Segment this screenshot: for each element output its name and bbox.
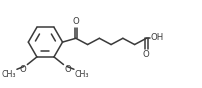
Text: O: O: [64, 65, 71, 74]
Text: CH₃: CH₃: [75, 70, 89, 79]
Text: O: O: [72, 17, 79, 26]
Text: OH: OH: [149, 33, 163, 42]
Text: O: O: [142, 50, 149, 59]
Text: O: O: [20, 65, 26, 74]
Text: CH₃: CH₃: [1, 70, 16, 79]
